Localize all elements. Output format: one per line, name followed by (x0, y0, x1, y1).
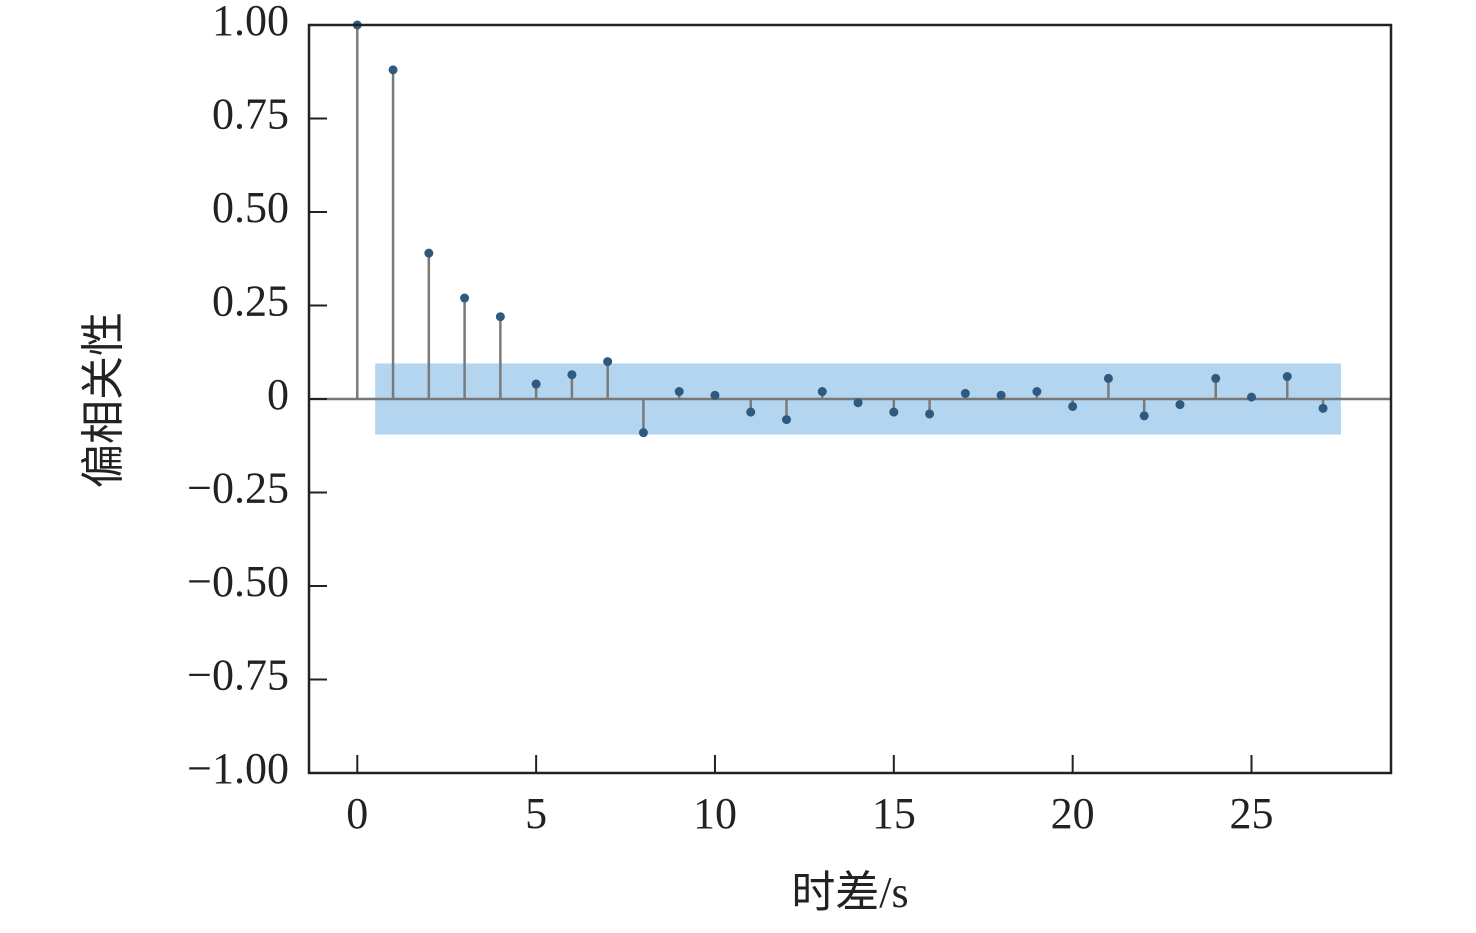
stem-marker (1032, 387, 1042, 397)
y-tick-label: 0.50 (212, 183, 289, 232)
stem-marker (1247, 392, 1257, 402)
stem-marker (817, 387, 827, 397)
stem-marker (853, 398, 863, 408)
x-tick-label: 0 (346, 789, 368, 838)
y-axis-label: 偏相关性 (79, 312, 128, 488)
stem-marker (531, 379, 541, 389)
stem-marker (746, 407, 756, 417)
stem-marker (1318, 403, 1328, 413)
stem-marker (1211, 373, 1221, 383)
stem-marker (1068, 401, 1078, 411)
x-axis-label: 时差/s (791, 868, 908, 917)
stem-marker (710, 390, 720, 400)
stem-marker (460, 293, 470, 303)
stem-marker (424, 248, 434, 258)
stem-marker (1175, 400, 1185, 410)
y-tick-label: 0 (267, 370, 289, 419)
plot-frame (307, 23, 1393, 775)
stem-marker (495, 312, 505, 322)
x-tick-label: 5 (525, 789, 547, 838)
x-tick-label: 10 (693, 789, 737, 838)
y-tick-label: 1.00 (212, 0, 289, 45)
y-tick-label: −0.25 (187, 464, 289, 513)
stem-marker (960, 388, 970, 398)
stem-marker (388, 65, 398, 75)
y-tick-label: 0.75 (212, 90, 289, 139)
stem-marker (925, 409, 935, 419)
y-tick-label: 0.25 (212, 277, 289, 326)
stem-marker (674, 387, 684, 397)
stem-marker (567, 370, 577, 380)
stem-marker (1282, 372, 1292, 382)
stem-marker (1103, 373, 1113, 383)
stem-marker (1139, 411, 1149, 421)
y-tick-label: −0.75 (187, 651, 289, 700)
x-tick-label: 25 (1230, 789, 1274, 838)
stem-marker (638, 428, 648, 438)
y-tick-label: −1.00 (187, 744, 289, 793)
stem-marker (996, 390, 1006, 400)
y-tick-label: −0.50 (187, 557, 289, 606)
x-tick-label: 15 (872, 789, 916, 838)
stem-marker (782, 415, 792, 425)
x-tick-label: 20 (1051, 789, 1095, 838)
stem-marker (603, 357, 613, 367)
stem-marker (889, 407, 899, 417)
